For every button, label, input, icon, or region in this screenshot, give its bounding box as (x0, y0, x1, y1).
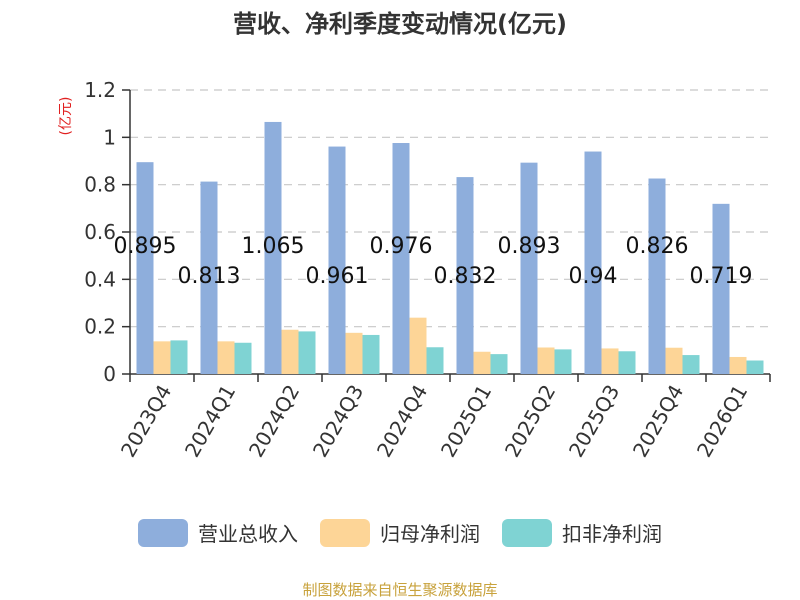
data-label: 0.94 (569, 264, 618, 289)
bar-net-profit (281, 329, 299, 374)
data-label: 0.976 (370, 234, 433, 259)
y-tick-label: 0.2 (84, 315, 116, 339)
legend-swatch-net-profit (320, 518, 370, 547)
legend-item-revenue[interactable]: 营业总收入 (138, 518, 298, 547)
bar-deducted-profit (234, 342, 252, 374)
bar-deducted-profit (554, 349, 572, 374)
bar-deducted-profit (490, 354, 508, 374)
data-label: 0.893 (498, 234, 561, 259)
y-axis-label: (亿元) (58, 97, 74, 136)
bar-net-profit (409, 317, 427, 374)
bar-revenue (392, 143, 410, 374)
x-tick-label: 2025Q2 (500, 381, 560, 462)
y-tick-label: 1.2 (84, 78, 116, 102)
bar-revenue (648, 178, 666, 374)
bar-net-profit (601, 348, 619, 374)
y-tick-label: 0.8 (84, 173, 116, 197)
bar-deducted-profit (746, 360, 764, 374)
grid-lines (130, 89, 770, 328)
legend-label: 扣非净利润 (562, 522, 662, 546)
x-tick-label: 2024Q4 (372, 381, 432, 462)
bar-deducted-profit (298, 331, 316, 374)
chart-title: 营收、净利季度变动情况(亿元) (233, 10, 567, 38)
bar-revenue (200, 181, 218, 374)
bar-revenue (456, 177, 474, 374)
bar-net-profit (473, 351, 491, 374)
bar-deducted-profit (362, 334, 380, 374)
data-label: 0.832 (434, 264, 497, 289)
bar-deducted-profit (618, 351, 636, 374)
bar-revenue (264, 121, 282, 374)
bar-net-profit (729, 356, 747, 374)
legend-item-net-profit[interactable]: 归母净利润 (320, 518, 480, 547)
x-tick-label: 2024Q1 (180, 381, 240, 462)
bar-deducted-profit (682, 355, 700, 374)
legend-swatch-revenue (138, 518, 188, 547)
y-tick-label: 1 (103, 125, 116, 149)
bars (136, 121, 764, 374)
x-tick-label: 2026Q1 (692, 381, 752, 462)
x-tick-label: 2025Q1 (436, 381, 496, 462)
bar-revenue (136, 162, 154, 374)
legend-swatch-deducted-profit (502, 518, 552, 547)
x-tick-label: 2025Q4 (628, 381, 688, 462)
legend-label: 营业总收入 (198, 522, 298, 546)
legend: 营业总收入 归母净利润 扣非净利润 (0, 518, 800, 547)
bar-net-profit (153, 341, 171, 374)
bar-deducted-profit (170, 340, 188, 374)
bar-net-profit (665, 347, 683, 374)
x-tick-label: 2024Q2 (244, 381, 304, 462)
bar-revenue (712, 203, 730, 374)
y-tick-label: 0 (103, 362, 116, 386)
data-label: 0.826 (626, 234, 689, 259)
y-tick-label: 0.6 (84, 220, 116, 244)
legend-label: 归母净利润 (380, 522, 480, 546)
legend-item-deducted-profit[interactable]: 扣非净利润 (502, 518, 662, 547)
x-tick-label: 2024Q3 (308, 381, 368, 462)
bar-revenue (520, 162, 538, 374)
bar-deducted-profit (426, 347, 444, 374)
source-note: 制图数据来自恒生聚源数据库 (302, 581, 498, 599)
bar-revenue (328, 146, 346, 374)
data-label: 1.065 (242, 234, 305, 259)
y-tick-label: 0.4 (84, 267, 116, 291)
bar-net-profit (217, 341, 235, 374)
bar-net-profit (537, 347, 555, 374)
data-label: 0.813 (178, 264, 241, 289)
x-tick-label: 2023Q4 (116, 381, 176, 462)
data-label: 0.961 (306, 264, 369, 289)
bar-net-profit (345, 332, 363, 374)
data-label: 0.895 (114, 234, 177, 259)
x-tick-label: 2025Q3 (564, 381, 624, 462)
data-label: 0.719 (690, 264, 753, 289)
bar-revenue (584, 151, 602, 374)
